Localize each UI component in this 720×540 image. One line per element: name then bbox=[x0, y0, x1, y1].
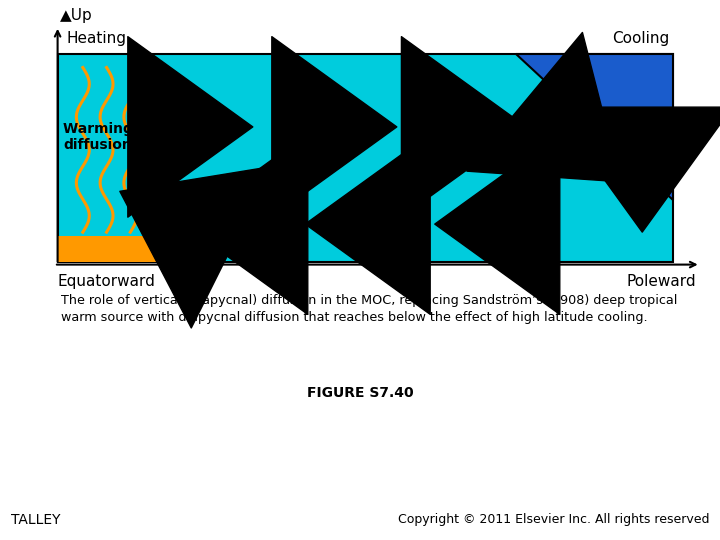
Text: TALLEY: TALLEY bbox=[11, 512, 60, 526]
Text: Equatorward: Equatorward bbox=[58, 274, 156, 289]
Text: Heating: Heating bbox=[66, 31, 126, 46]
Text: Copyright © 2011 Elsevier Inc. All rights reserved: Copyright © 2011 Elsevier Inc. All right… bbox=[397, 514, 709, 526]
Text: Warming through
diffusion: Warming through diffusion bbox=[63, 122, 201, 152]
Bar bbox=[58, 54, 673, 262]
Text: FIGURE S7.40: FIGURE S7.40 bbox=[307, 386, 413, 400]
Bar bbox=[58, 236, 191, 262]
Text: Poleward: Poleward bbox=[626, 274, 696, 289]
Polygon shape bbox=[516, 54, 673, 199]
Text: ▲Up: ▲Up bbox=[60, 8, 92, 23]
Text: Cooling: Cooling bbox=[612, 31, 670, 46]
Text: The role of vertical (diapycnal) diffusion in the MOC, replacing Sandström’s (19: The role of vertical (diapycnal) diffusi… bbox=[61, 294, 678, 325]
